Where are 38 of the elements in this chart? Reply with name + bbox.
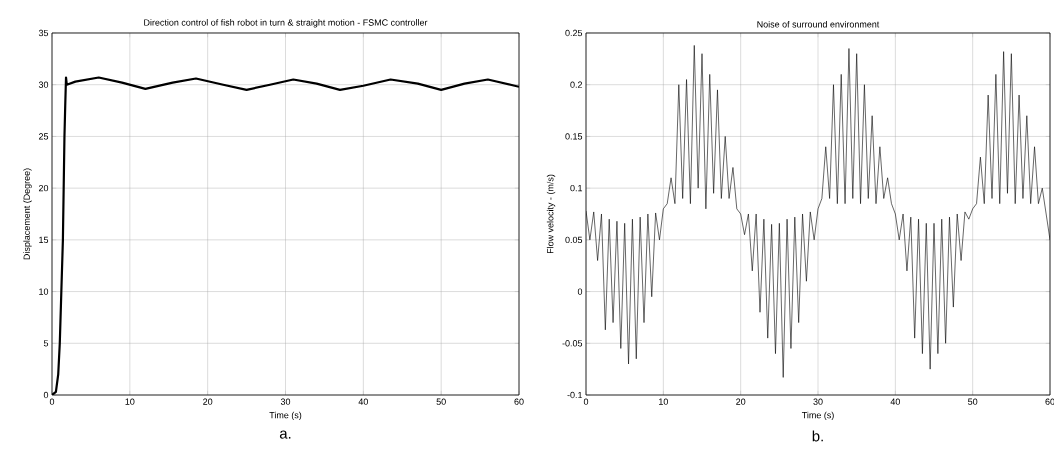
y-tick-label: 35	[38, 29, 49, 37]
y-tick-label: 0	[577, 288, 583, 295]
x-tick-label: 0	[583, 398, 589, 405]
x-tick-label: 40	[890, 398, 900, 405]
x-tick-label: 60	[514, 398, 524, 405]
y-tick-label: -0.05	[562, 340, 583, 347]
y-tick-label: 0.2	[570, 81, 583, 88]
y-tick-label: 0.05	[565, 236, 583, 244]
y-tick-label: 0.15	[565, 133, 583, 140]
chart-title: Direction control of fish robot in turn & straight motion - FSMC controller	[144, 19, 428, 28]
y-axis-title: Displacement (Degree)	[23, 168, 32, 260]
x-tick-label: 10	[659, 398, 668, 405]
x-tick-label: 20	[203, 398, 213, 405]
chart-title: Noise of surround environment	[757, 20, 880, 28]
y-tick-label: 20	[38, 184, 49, 192]
x-axis-title: Time (s)	[269, 411, 302, 421]
x-tick-label: 50	[436, 398, 446, 405]
x-tick-label: 50	[968, 398, 978, 405]
text: b.	[812, 430, 823, 442]
y-tick-label: 0.25	[565, 29, 583, 37]
y-tick-label: 30	[38, 81, 49, 88]
y-tick-label: 10	[39, 288, 49, 295]
y-axis-title: Flow velocity - (m/s)	[546, 174, 556, 254]
x-tick-label: 60	[1045, 398, 1054, 405]
x-tick-label: 30	[813, 398, 823, 405]
y-tick-label: -0.1	[567, 391, 583, 399]
x-tick-label: 20	[736, 398, 746, 405]
x-axis-title: Time (s)	[801, 411, 834, 421]
x-tick-label: 0	[49, 398, 55, 405]
text: a.	[279, 430, 291, 439]
x-tick-label: 40	[358, 398, 368, 405]
y-tick-label: 25	[38, 133, 49, 140]
y-tick-label: 0.1	[570, 184, 583, 192]
y-tick-label: 5	[43, 340, 49, 347]
x-tick-label: 10	[125, 398, 135, 405]
y-tick-label: 0	[43, 391, 49, 399]
y-tick-label: 15	[39, 236, 49, 243]
x-tick-label: 30	[280, 398, 291, 405]
